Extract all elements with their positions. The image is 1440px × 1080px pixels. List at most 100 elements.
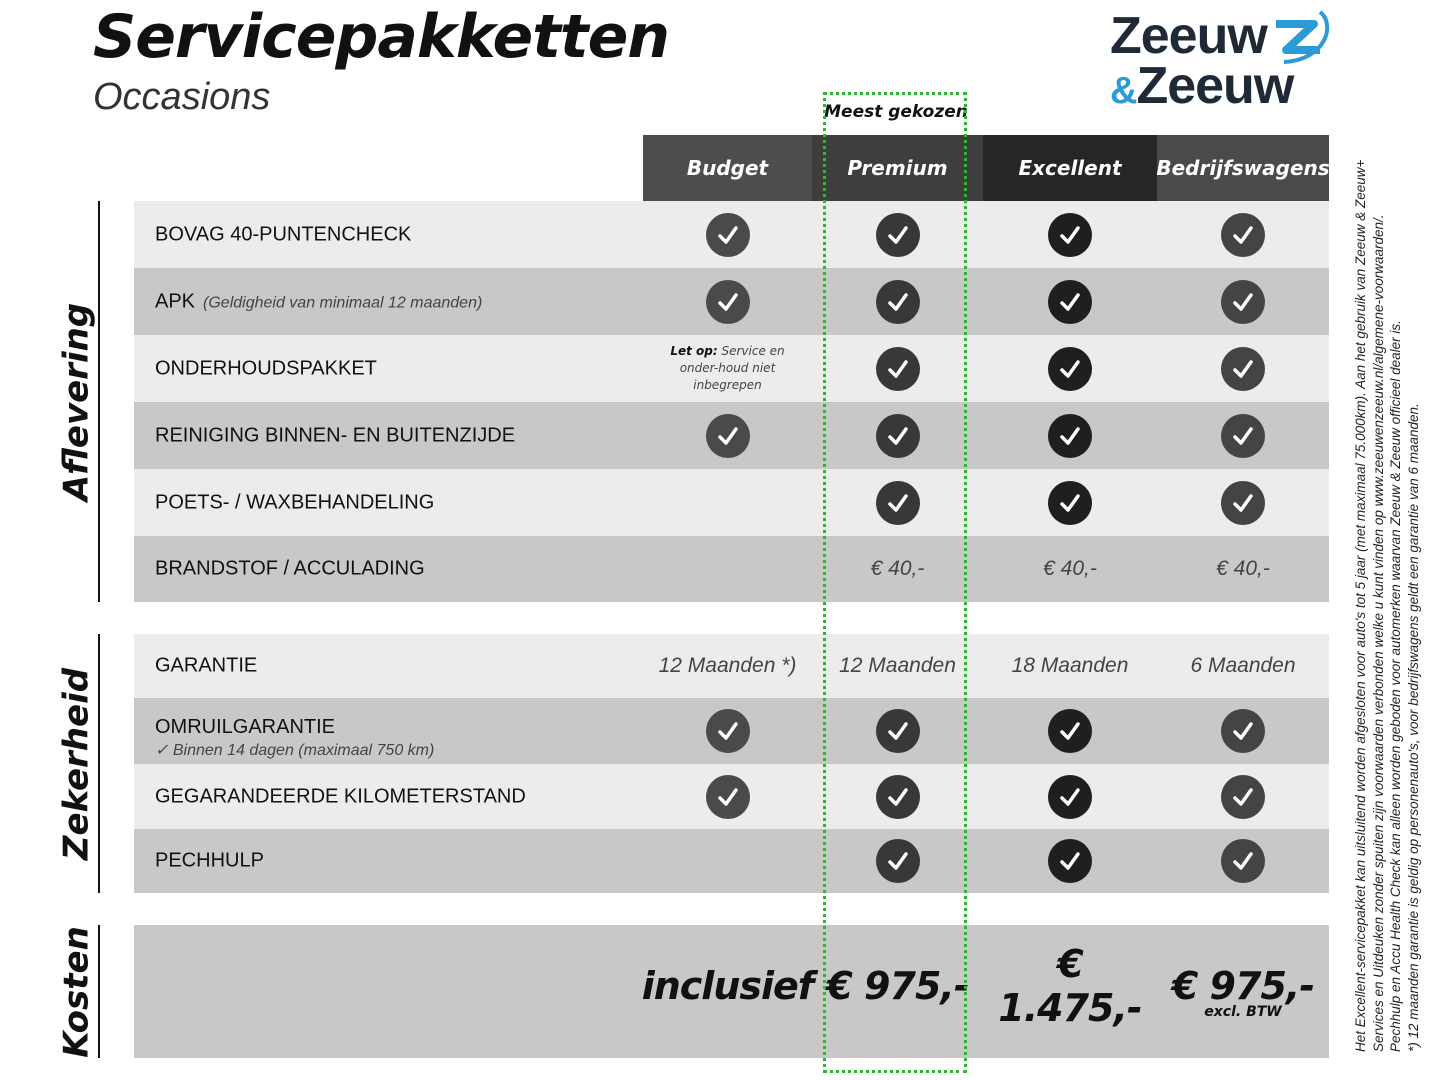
price-budget: inclusief <box>641 925 815 1058</box>
table-row: REINIGING BINNEN- EN BUITENZIJDE <box>134 402 1329 469</box>
column-header-excellent: Excellent <box>983 135 1157 201</box>
row-label-text: PECHHULP <box>155 849 264 872</box>
cell-value: € 40,- <box>870 557 925 580</box>
table-row: OMRUILGARANTIE ✓ Binnen 14 dagen (maximaa… <box>134 698 1329 764</box>
logo-line2-text: Zeeuw <box>1136 57 1294 115</box>
cell-excellent <box>983 764 1157 829</box>
cell-premium <box>812 201 983 268</box>
cell-bedrijfswagens <box>1157 402 1329 469</box>
cell-premium <box>812 268 983 335</box>
most-chosen-label: Meest gekozen <box>824 102 968 122</box>
row-label: REINIGING BINNEN- EN BUITENZIJDE <box>155 424 515 447</box>
check-icon <box>1048 839 1092 883</box>
cell-excellent <box>983 335 1157 402</box>
price-note-spacer <box>1068 1026 1073 1042</box>
row-label-note: (Geldigheid van minimaal 12 maanden) <box>203 294 483 311</box>
check-icon <box>875 212 920 257</box>
cell-bedrijfswagens <box>1157 698 1329 764</box>
column-header-premium: Premium <box>812 135 983 201</box>
cell-bedrijfswagens: € 40,- <box>1157 536 1329 602</box>
cell-bedrijfswagens: 6 Maanden <box>1157 634 1329 698</box>
row-label-text: OMRUILGARANTIE <box>155 716 336 738</box>
logo-z-swoosh-icon <box>1276 10 1330 64</box>
page-title: Servicepakketten <box>93 2 670 72</box>
row-label: APK (Geldigheid van minimaal 12 maanden) <box>155 290 482 313</box>
check-icon <box>875 839 920 883</box>
logo-line2: &Zeeuw <box>1110 56 1294 116</box>
cell-budget <box>643 698 812 764</box>
cell-premium: € 40,- <box>812 536 983 602</box>
row-label: OMRUILGARANTIE <box>155 716 335 739</box>
row-label: GARANTIE <box>155 655 257 678</box>
section-divider-line <box>98 634 100 893</box>
row-label: PECHHULP <box>155 850 264 873</box>
cell-budget <box>643 764 812 829</box>
cell-bedrijfswagens <box>1157 335 1329 402</box>
check-icon <box>875 774 920 819</box>
check-icon <box>1048 480 1092 525</box>
row-label-text: GEGARANDEERDE KILOMETERSTAND <box>155 785 526 807</box>
page-subtitle: Occasions <box>93 76 271 118</box>
row-label: GEGARANDEERDE KILOMETERSTAND <box>155 785 526 808</box>
price-value: inclusief <box>641 963 815 1008</box>
check-icon <box>1221 279 1265 324</box>
cell-bedrijfswagens <box>1157 469 1329 536</box>
table-row: POETS- / WAXBEHANDELING <box>134 469 1329 536</box>
check-icon <box>705 774 750 819</box>
row-label-text: REINIGING BINNEN- EN BUITENZIJDE <box>155 424 516 446</box>
cell-excellent <box>983 698 1157 764</box>
cell-value: € 40,- <box>1043 557 1097 580</box>
check-icon <box>875 480 920 525</box>
zeeuw-logo: Zeeuw &Zeeuw <box>1110 6 1335 116</box>
check-icon <box>1048 212 1092 257</box>
check-icon <box>1221 774 1265 819</box>
section-label-kosten: Kosten <box>56 925 96 1058</box>
row-label: POETS- / WAXBEHANDELING <box>155 491 434 514</box>
row-label-text: BOVAG 40-PUNTENCHECK <box>155 223 412 245</box>
check-icon <box>1221 212 1265 257</box>
cell-premium <box>812 402 983 469</box>
column-header-bedrijfswagens: Bedrijfswagens <box>1156 135 1330 201</box>
section-label-zekerheid: Zekerheid <box>56 667 96 860</box>
row-label-text: GARANTIE <box>155 654 258 677</box>
check-icon <box>1221 839 1265 883</box>
check-icon <box>875 413 920 458</box>
cell-budget: Let op: Service en onder-houd niet inbeg… <box>643 335 812 402</box>
check-icon <box>875 279 920 324</box>
table-row: PECHHULP <box>134 829 1329 893</box>
cell-excellent <box>983 268 1157 335</box>
cell-bedrijfswagens <box>1157 201 1329 268</box>
cell-budget <box>643 829 812 893</box>
row-label: BOVAG 40-PUNTENCHECK <box>155 223 411 246</box>
cell-premium <box>812 469 983 536</box>
check-icon <box>705 279 750 324</box>
section-divider-line <box>98 201 100 602</box>
price-value: € 1.475,- <box>998 941 1142 1030</box>
table-row: BRANDSTOF / ACCULADING € 40,- € 40,- € 40,- <box>134 536 1329 602</box>
check-icon <box>1221 346 1265 391</box>
cell-premium <box>812 764 983 829</box>
check-icon <box>1048 346 1092 391</box>
cell-premium <box>812 829 983 893</box>
cell-value: € 40,- <box>1216 557 1270 580</box>
row-label: ONDERHOUDSPAKKET <box>155 357 377 380</box>
cell-bedrijfswagens <box>1157 268 1329 335</box>
row-label-text: APK <box>155 290 196 312</box>
cell-value: 12 Maanden *) <box>658 654 797 677</box>
footnote: Pechhulp en Accu Health Check kan alleen… <box>1388 320 1403 1052</box>
footnotes: Het Excellent-servicepakket kan uitsluit… <box>1352 132 1422 1052</box>
row-label-text: ONDERHOUDSPAKKET <box>155 357 377 379</box>
cell-value: 12 Maanden <box>839 654 956 677</box>
cell-bedrijfswagens <box>1157 829 1329 893</box>
cell-value: 6 Maanden <box>1190 654 1296 677</box>
cell-excellent <box>983 402 1157 469</box>
price-note-spacer <box>725 1004 730 1020</box>
note-emphasis: Let op: <box>670 344 718 358</box>
cell-budget <box>643 536 812 602</box>
cell-excellent: € 40,- <box>983 536 1157 602</box>
cell-note: Let op: Service en onder-houd niet inbeg… <box>653 343 803 394</box>
check-icon <box>875 346 920 391</box>
row-label-text: BRANDSTOF / ACCULADING <box>155 557 425 580</box>
price-value: € 975,- <box>826 963 969 1008</box>
table-row: GEGARANDEERDE KILOMETERSTAND <box>134 764 1329 829</box>
